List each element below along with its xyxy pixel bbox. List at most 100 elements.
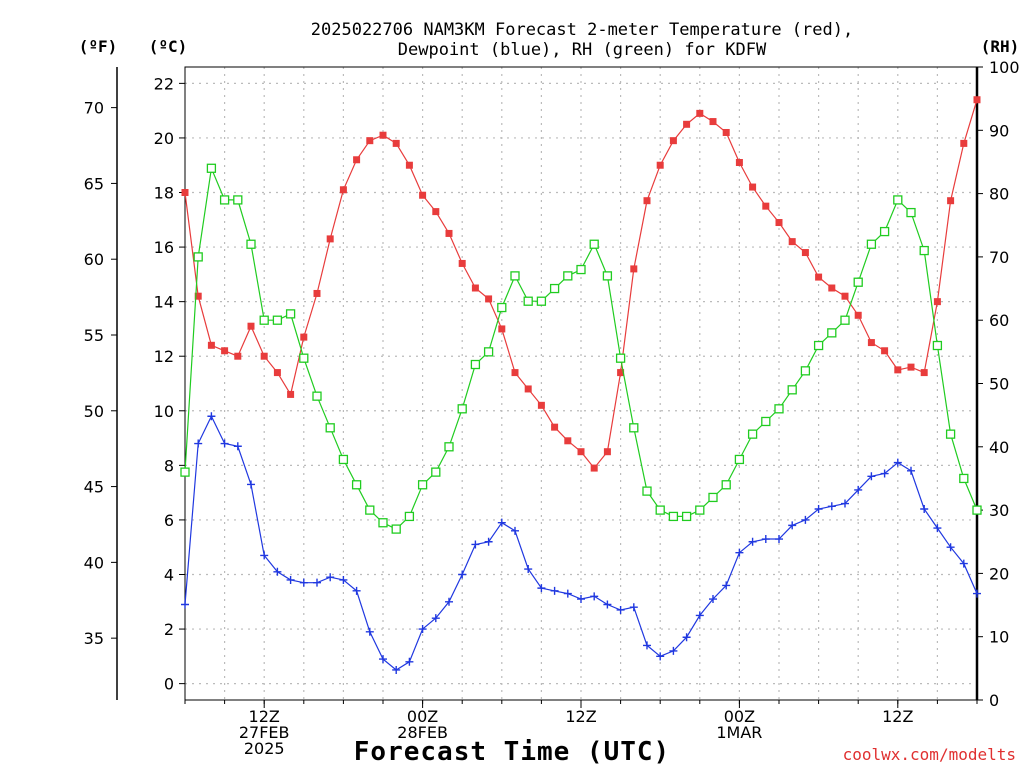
rh-point xyxy=(827,328,837,338)
dewpoint-point xyxy=(695,611,704,620)
rh-point xyxy=(404,511,415,522)
rh-point xyxy=(338,454,349,465)
x-tick-label: 27FEB xyxy=(239,723,290,742)
rh-point xyxy=(246,239,256,249)
celsius-tick-label: 14 xyxy=(154,293,174,312)
rh-point xyxy=(272,315,283,325)
temperature-point xyxy=(947,197,955,205)
rh-point xyxy=(563,271,573,281)
fahrenheit-tick-label: 55 xyxy=(84,326,104,345)
dewpoint-point xyxy=(431,614,440,623)
rh-point xyxy=(193,252,203,262)
temperature-point xyxy=(551,423,559,431)
dewpoint-point xyxy=(537,584,546,593)
dewpoint-point xyxy=(194,439,203,448)
dewpoint-point xyxy=(761,535,770,544)
rh-point xyxy=(919,245,929,256)
rh-point xyxy=(497,302,507,313)
grid-lines xyxy=(185,67,977,700)
rh-point xyxy=(813,340,824,351)
fahrenheit-unit-label: (ºF) xyxy=(79,37,118,56)
temperature-point xyxy=(630,265,638,273)
rh-point xyxy=(312,391,322,401)
fahrenheit-tick-label: 40 xyxy=(84,553,104,572)
temperature-point xyxy=(564,437,572,445)
rh-point xyxy=(602,271,613,281)
temperature-point xyxy=(524,385,532,393)
rh-point xyxy=(879,226,890,237)
rh-point xyxy=(655,505,665,515)
rh-unit-label: (RH) xyxy=(981,37,1020,56)
rh-point xyxy=(510,271,520,281)
dewpoint-point xyxy=(656,652,665,661)
rh-point xyxy=(351,480,362,490)
dewpoint-point xyxy=(907,466,915,475)
dewpoint-point xyxy=(220,439,229,448)
celsius-tick-label: 0 xyxy=(164,675,174,694)
rh-point xyxy=(629,423,639,433)
dewpoint-point xyxy=(577,595,585,604)
rh-point xyxy=(866,239,877,249)
temperature-point xyxy=(841,292,849,300)
temperature-point xyxy=(260,352,268,360)
temperature-point xyxy=(498,325,506,333)
x-tick-label: 00Z xyxy=(407,707,438,726)
x-tick-label: 12Z xyxy=(882,707,913,726)
temperature-point xyxy=(722,128,730,136)
rh-point xyxy=(457,404,467,414)
dewpoint-point xyxy=(603,600,612,609)
temperature-point xyxy=(419,191,427,199)
temperature-point xyxy=(973,96,981,104)
rh-point xyxy=(470,359,481,370)
rh-point xyxy=(972,505,982,515)
celsius-tick-label: 2 xyxy=(164,620,174,639)
dewpoint-point xyxy=(788,521,797,530)
dewpoint-point xyxy=(959,559,968,568)
rh-point xyxy=(853,277,863,287)
dewpoint-point xyxy=(445,597,453,606)
temperature-point xyxy=(775,219,783,227)
temperature-point xyxy=(432,208,440,216)
dewpoint-point xyxy=(233,442,242,451)
rh-point xyxy=(945,429,956,439)
rh-tick-label: 40 xyxy=(989,438,1009,457)
temperature-point xyxy=(511,369,519,377)
temperature-point xyxy=(762,202,770,210)
temperature-point xyxy=(801,249,809,257)
celsius-tick-label: 20 xyxy=(154,129,174,148)
dewpoint-point xyxy=(748,537,757,546)
rh-tick-label: 90 xyxy=(989,121,1009,140)
temperature-point xyxy=(643,197,651,205)
rh-point xyxy=(708,492,718,503)
rh-point xyxy=(787,385,797,395)
rh-point xyxy=(233,195,243,205)
temperature-point xyxy=(894,366,902,374)
rh-tick-label: 50 xyxy=(989,375,1009,394)
rh-point xyxy=(800,366,811,376)
tick-labels: 0 2 4 6 8 10 12 14 16 18 20 22 35 40 45 50 55 60 65 70 0 10 20… xyxy=(84,58,1020,758)
temperature-point xyxy=(828,284,836,292)
temperature-point xyxy=(577,448,585,456)
dewpoint-point xyxy=(590,592,599,601)
rh-point xyxy=(893,195,903,205)
temperature-point xyxy=(933,298,941,306)
dewpoint-point xyxy=(379,655,387,664)
dewpoint-point xyxy=(563,589,572,598)
x-tick-label: 1MAR xyxy=(716,723,762,742)
dewpoint-point xyxy=(920,505,929,514)
rh-point xyxy=(747,429,758,439)
dewpoint-point xyxy=(524,565,533,574)
temperature-point xyxy=(458,259,466,267)
temperature-point xyxy=(683,120,691,128)
dewpoint-point xyxy=(801,515,810,524)
dewpoint-point xyxy=(893,458,902,467)
rh-point xyxy=(721,480,731,490)
temperature-point xyxy=(221,347,229,355)
rh-point xyxy=(483,347,494,357)
temperature-point xyxy=(405,161,413,169)
dewpoint-point xyxy=(827,502,836,511)
x-tick-label: 2025 xyxy=(244,739,285,758)
rh-point xyxy=(932,340,943,351)
rh-point xyxy=(206,163,217,173)
fahrenheit-tick-label: 45 xyxy=(84,478,104,497)
